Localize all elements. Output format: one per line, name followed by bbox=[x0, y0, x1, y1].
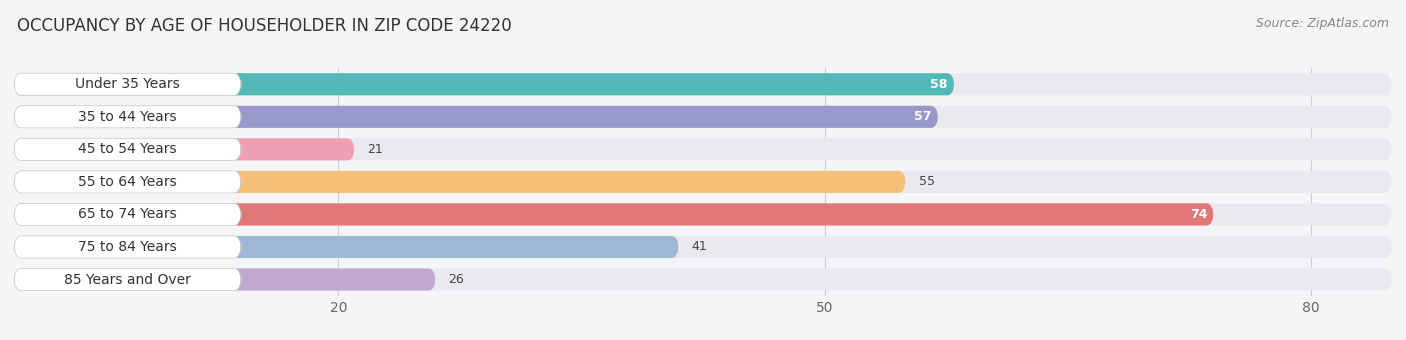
Text: 65 to 74 Years: 65 to 74 Years bbox=[79, 207, 177, 221]
FancyBboxPatch shape bbox=[14, 73, 955, 95]
FancyBboxPatch shape bbox=[14, 106, 1392, 128]
Text: Source: ZipAtlas.com: Source: ZipAtlas.com bbox=[1256, 17, 1389, 30]
FancyBboxPatch shape bbox=[14, 171, 240, 193]
Text: OCCUPANCY BY AGE OF HOUSEHOLDER IN ZIP CODE 24220: OCCUPANCY BY AGE OF HOUSEHOLDER IN ZIP C… bbox=[17, 17, 512, 35]
Text: 26: 26 bbox=[449, 273, 464, 286]
FancyBboxPatch shape bbox=[14, 236, 1392, 258]
Text: 85 Years and Over: 85 Years and Over bbox=[65, 273, 191, 287]
FancyBboxPatch shape bbox=[14, 171, 905, 193]
Text: 57: 57 bbox=[914, 110, 932, 123]
FancyBboxPatch shape bbox=[14, 269, 436, 291]
FancyBboxPatch shape bbox=[14, 106, 240, 128]
Text: 41: 41 bbox=[692, 240, 707, 254]
Text: 58: 58 bbox=[931, 78, 948, 91]
Text: 35 to 44 Years: 35 to 44 Years bbox=[79, 110, 177, 124]
Text: 55: 55 bbox=[918, 175, 935, 188]
FancyBboxPatch shape bbox=[14, 203, 1392, 225]
FancyBboxPatch shape bbox=[14, 138, 1392, 160]
Text: 75 to 84 Years: 75 to 84 Years bbox=[79, 240, 177, 254]
FancyBboxPatch shape bbox=[14, 269, 1392, 291]
Text: 21: 21 bbox=[367, 143, 384, 156]
FancyBboxPatch shape bbox=[14, 203, 240, 225]
FancyBboxPatch shape bbox=[14, 138, 240, 160]
FancyBboxPatch shape bbox=[14, 269, 240, 291]
FancyBboxPatch shape bbox=[14, 236, 240, 258]
FancyBboxPatch shape bbox=[14, 171, 1392, 193]
FancyBboxPatch shape bbox=[14, 236, 679, 258]
Text: 55 to 64 Years: 55 to 64 Years bbox=[79, 175, 177, 189]
Text: 74: 74 bbox=[1189, 208, 1208, 221]
FancyBboxPatch shape bbox=[14, 106, 938, 128]
FancyBboxPatch shape bbox=[14, 73, 1392, 95]
FancyBboxPatch shape bbox=[14, 138, 354, 160]
FancyBboxPatch shape bbox=[14, 73, 240, 95]
FancyBboxPatch shape bbox=[14, 203, 1213, 225]
Text: Under 35 Years: Under 35 Years bbox=[75, 77, 180, 91]
Text: 45 to 54 Years: 45 to 54 Years bbox=[79, 142, 177, 156]
